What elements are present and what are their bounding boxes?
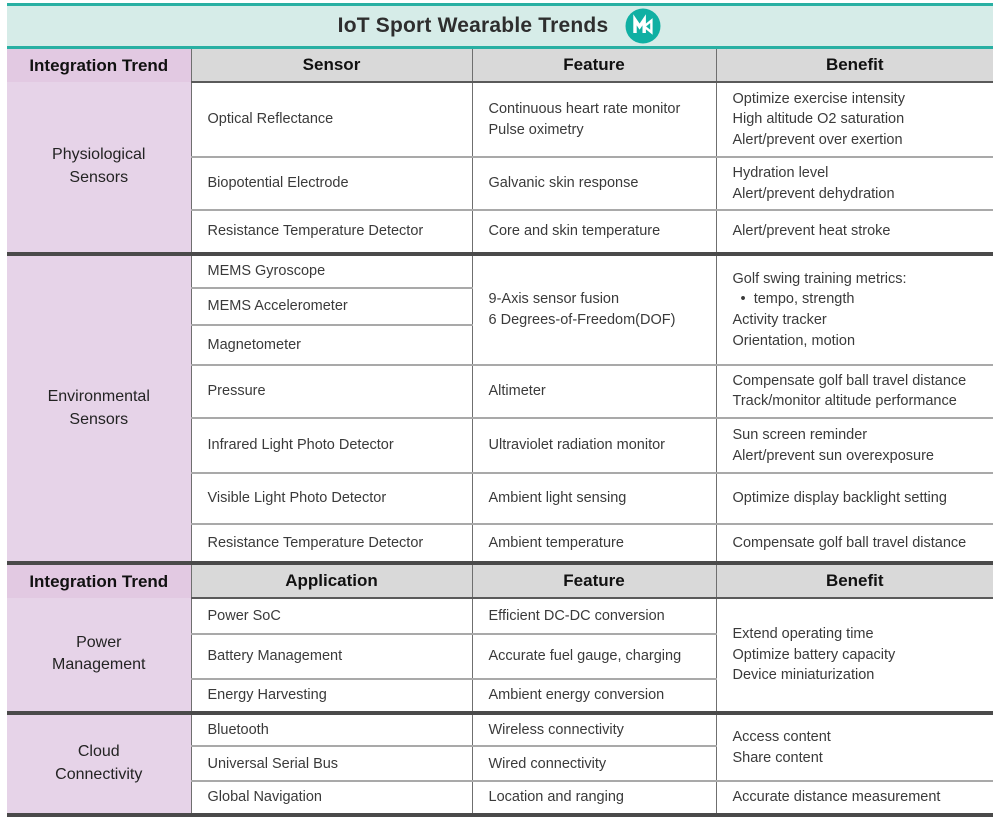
cell-feature: Ultraviolet radiation monitor xyxy=(471,417,716,474)
cell-sensor: Optical Reflectance xyxy=(190,81,472,158)
column-header-integration-trend: Integration Trend xyxy=(7,561,191,599)
cell-benefit: Accurate distance measurement xyxy=(715,780,993,815)
cell-application: Battery Management xyxy=(190,633,472,680)
cell-sensor: MEMS Accelerometer xyxy=(190,286,472,325)
cell-application: Power SoC xyxy=(190,597,472,635)
cell-feature: Ambient temperature xyxy=(471,523,716,564)
cell-feature: Altimeter xyxy=(471,363,716,419)
cell-feature: Ambient light sensing xyxy=(471,472,716,525)
cell-application: Global Navigation xyxy=(190,780,472,815)
table-row: Battery Management Accurate fuel gauge, … xyxy=(7,633,993,680)
table-row: Pressure Altimeter Compensate golf ball … xyxy=(7,363,993,419)
table-row: Resistance Temperature Detector Ambient … xyxy=(7,523,993,564)
cell-sensor: Biopotential Electrode xyxy=(190,156,472,211)
column-header-benefit: Benefit xyxy=(715,561,993,600)
cell-feature: 9-Axis sensor fusion 6 Degrees-of-Freedo… xyxy=(471,252,716,365)
column-header-application: Application xyxy=(190,561,472,600)
cell-sensor: Pressure xyxy=(190,363,472,419)
table-row: Infrared Light Photo Detector Ultraviole… xyxy=(7,417,993,474)
cell-benefit: Compensate golf ball travel distance xyxy=(715,523,993,564)
section-label-power-management: Power Management xyxy=(7,598,191,713)
table-row: Global Navigation Location and ranging A… xyxy=(7,780,993,815)
cell-feature: Wired connectivity xyxy=(471,745,716,782)
table-row: Energy Harvesting Ambient energy convers… xyxy=(7,678,993,713)
column-header-feature: Feature xyxy=(471,561,716,600)
cell-feature: Efficient DC-DC conversion xyxy=(471,597,716,635)
table-row: MEMS Accelerometer xyxy=(7,286,993,325)
section-label-environmental-sensors: Environmental Sensors xyxy=(7,252,191,564)
header-row-applications: Integration Trend Application Feature Be… xyxy=(7,561,993,600)
cell-benefit: Extend operating time Optimize battery c… xyxy=(715,597,993,713)
column-header-integration-trend: Integration Trend xyxy=(7,49,191,83)
cell-sensor: Visible Light Photo Detector xyxy=(190,472,472,525)
cell-feature: Continuous heart rate monitor Pulse oxim… xyxy=(471,81,716,158)
cell-application: Universal Serial Bus xyxy=(190,745,472,782)
cell-application: Energy Harvesting xyxy=(190,678,472,713)
cell-sensor: Magnetometer xyxy=(190,323,472,365)
table-row: Cloud Connectivity Bluetooth Wireless co… xyxy=(7,710,993,815)
cell-benefit: Sun screen reminder Alert/prevent sun ov… xyxy=(715,417,993,474)
cell-benefit: Hydration level Alert/prevent dehydratio… xyxy=(715,156,993,211)
cell-benefit: Golf swing training metrics: • tempo, st… xyxy=(715,252,993,365)
section-label-physiological-sensors: Physiological Sensors xyxy=(7,82,191,255)
section-label-cloud-connectivity: Cloud Connectivity xyxy=(7,710,191,815)
table-row: Universal Serial Bus Wired connectivity xyxy=(7,745,993,782)
table-row: Magnetometer xyxy=(7,323,993,365)
column-header-sensor: Sensor xyxy=(190,49,472,84)
cell-feature: Location and ranging xyxy=(471,780,716,815)
table-row: Power Management Power SoC Efficient DC-… xyxy=(7,597,993,713)
cell-feature: Ambient energy conversion xyxy=(471,678,716,713)
cell-feature: Wireless connectivity xyxy=(471,710,716,747)
header-row-sensors: Integration Trend Sensor Feature Benefit xyxy=(7,49,993,84)
cell-benefit: Compensate golf ball travel distance Tra… xyxy=(715,363,993,419)
cell-benefit: Optimize display backlight setting xyxy=(715,472,993,525)
cell-sensor: Resistance Temperature Detector xyxy=(190,209,472,255)
table-row: Visible Light Photo Detector Ambient lig… xyxy=(7,472,993,525)
table-row: Resistance Temperature Detector Core and… xyxy=(7,209,993,255)
cell-application: Bluetooth xyxy=(190,710,472,747)
page-title: IoT Sport Wearable Trends xyxy=(337,14,609,37)
cell-sensor: MEMS Gyroscope xyxy=(190,252,472,288)
cell-feature: Core and skin temperature xyxy=(471,209,716,255)
iot-trends-table: Integration Trend Sensor Feature Benefit… xyxy=(7,49,993,817)
column-header-feature: Feature xyxy=(471,49,716,84)
table-row: Physiological Sensors Optical Reflectanc… xyxy=(7,81,993,255)
title-bar: IoT Sport Wearable Trends xyxy=(7,3,993,49)
maxim-logo-icon xyxy=(624,7,662,45)
column-header-benefit: Benefit xyxy=(715,49,993,84)
table-row: Environmental Sensors MEMS Gyroscope 9-A… xyxy=(7,252,993,564)
cell-feature: Accurate fuel gauge, charging xyxy=(471,633,716,680)
cell-benefit: Optimize exercise intensity High altitud… xyxy=(715,81,993,158)
cell-benefit: Alert/prevent heat stroke xyxy=(715,209,993,255)
table-row: Biopotential Electrode Galvanic skin res… xyxy=(7,156,993,211)
cell-sensor: Infrared Light Photo Detector xyxy=(190,417,472,474)
iot-trends-sheet: IoT Sport Wearable Trends Integration Tr… xyxy=(7,3,993,817)
cell-feature: Galvanic skin response xyxy=(471,156,716,211)
cell-sensor: Resistance Temperature Detector xyxy=(190,523,472,564)
cell-benefit: Access content Share content xyxy=(715,710,993,782)
